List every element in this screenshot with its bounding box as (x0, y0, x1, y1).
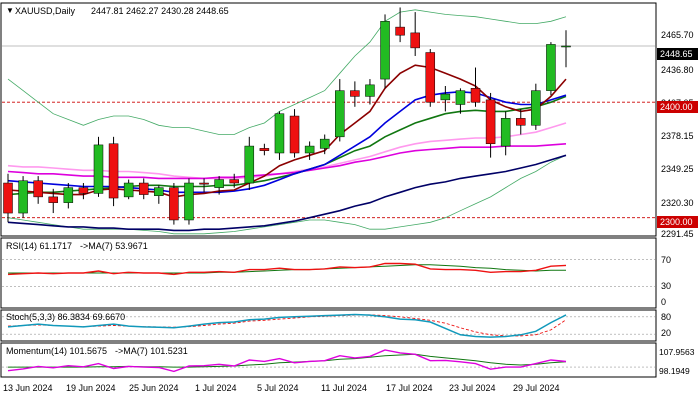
candle-body (169, 187, 179, 221)
candle-body (410, 32, 420, 49)
date-tick: 19 Jun 2024 (66, 383, 116, 393)
momentum-tick: 98.1949 (659, 366, 690, 376)
rsi-tick: 30 (661, 281, 671, 291)
candle-body (138, 182, 149, 195)
price-tick: 2378.15 (661, 131, 694, 141)
price-tick: 2291.45 (661, 229, 694, 239)
candle-body (214, 179, 224, 188)
ohlc-readout: 2447.81 2462.27 2430.28 2448.65 (91, 6, 229, 16)
ma-magenta-line (7, 143, 567, 180)
candle-body (33, 180, 43, 198)
candle-body (546, 44, 556, 91)
momentum-ma-label: ->MA(7) 101.5231 (115, 346, 188, 356)
symbol-label: XAUUSD,Daily (15, 6, 76, 16)
candle-body (470, 88, 481, 103)
price-tick: 2349.25 (661, 164, 694, 174)
date-axis: 13 Jun 2024 19 Jun 2024 25 Jun 2024 1 Ju… (3, 383, 560, 393)
date-tick: 25 Jun 2024 (129, 383, 179, 393)
ma-navy-line (7, 154, 567, 232)
date-tick: 1 Jul 2024 (195, 383, 237, 393)
candle-body (259, 148, 270, 151)
ma-blue-line (7, 90, 567, 194)
candle-body (274, 113, 285, 154)
date-tick: 5 Jul 2024 (257, 383, 299, 393)
candle-body (350, 90, 360, 97)
candle-body (365, 84, 375, 97)
momentum-ma-line (8, 353, 567, 368)
stoch-layer (2, 313, 655, 338)
ma-pink-line (7, 122, 567, 180)
level-2400-label: 2400.00 (660, 102, 693, 112)
candle-body (516, 118, 526, 126)
candle-body (93, 144, 104, 194)
stoch-k-line (7, 313, 567, 338)
stoch-panel[interactable] (0, 309, 657, 342)
stoch-tick: 80 (661, 312, 671, 322)
date-tick: 17 Jul 2024 (386, 383, 433, 393)
candle-body (78, 187, 89, 194)
bollinger-upper (7, 9, 567, 135)
candle-body (380, 21, 390, 80)
stoch-d-line (7, 314, 567, 337)
price-panel[interactable] (0, 2, 657, 237)
candle-body (199, 182, 209, 185)
candle-body (18, 180, 28, 214)
ma-green-line (7, 95, 567, 196)
candle-body (425, 52, 436, 103)
price-axis: 2465.70 2436.80 2407.05 2378.15 2349.25 … (657, 30, 698, 239)
rsi-line (7, 262, 567, 276)
candle-body (440, 93, 451, 101)
candle-body (455, 90, 466, 105)
date-tick: 29 Jul 2024 (513, 383, 560, 393)
candle-body (319, 138, 330, 149)
date-tick: 23 Jul 2024 (449, 383, 496, 393)
candle-body (304, 145, 315, 154)
momentum-panel[interactable] (0, 342, 657, 378)
candle-body (108, 143, 119, 199)
level-2400-box (657, 101, 698, 113)
price-tick: 2465.70 (661, 30, 694, 40)
stoch-tick: 20 (661, 328, 671, 338)
candle-body (48, 196, 58, 203)
rsi-ma-label: ->MA(7) 53.9671 (80, 241, 148, 251)
rsi-label: RSI(14) 61.1717 (6, 241, 72, 251)
candle-body (154, 187, 164, 196)
candle-body (3, 182, 13, 214)
momentum-line (7, 349, 567, 373)
bollinger-lower (7, 154, 567, 235)
current-price-box (657, 48, 698, 60)
candle-body (561, 45, 571, 48)
level-2300-box (657, 216, 698, 228)
rsi-panel[interactable] (0, 237, 657, 309)
date-tick: 11 Jul 2024 (321, 383, 367, 393)
date-tick: 13 Jun 2024 (3, 383, 53, 393)
rsi-tick: 70 (661, 255, 671, 265)
candle-body (123, 182, 134, 198)
stoch-label: Stoch(5,3,3) 86.3834 69.6670 (6, 312, 125, 322)
price-tick: 2436.80 (661, 65, 694, 75)
candle-body (229, 179, 239, 184)
candle-body (244, 145, 255, 184)
momentum-tick: 107.9563 (659, 347, 695, 357)
candle-body (500, 118, 511, 147)
rsi-layer (2, 259, 655, 287)
level-2300-label: 2300.00 (660, 217, 693, 227)
rsi-ma-line (8, 264, 566, 274)
price-layer (2, 7, 655, 235)
candle-body (485, 99, 496, 145)
rsi-tick: 0 (661, 297, 666, 307)
candle-body (395, 26, 405, 36)
candle-body (63, 187, 74, 203)
candle-body (289, 115, 300, 154)
candle-body (335, 90, 345, 138)
momentum-layer (2, 349, 655, 373)
candle-body (184, 182, 194, 221)
current-price-label: 2448.65 (660, 49, 693, 59)
momentum-label: Momentum(14) 101.5675 (6, 346, 107, 356)
candle-body (531, 90, 541, 126)
symbol-icon: ▼ (6, 6, 14, 15)
price-tick: 2320.30 (661, 198, 694, 208)
